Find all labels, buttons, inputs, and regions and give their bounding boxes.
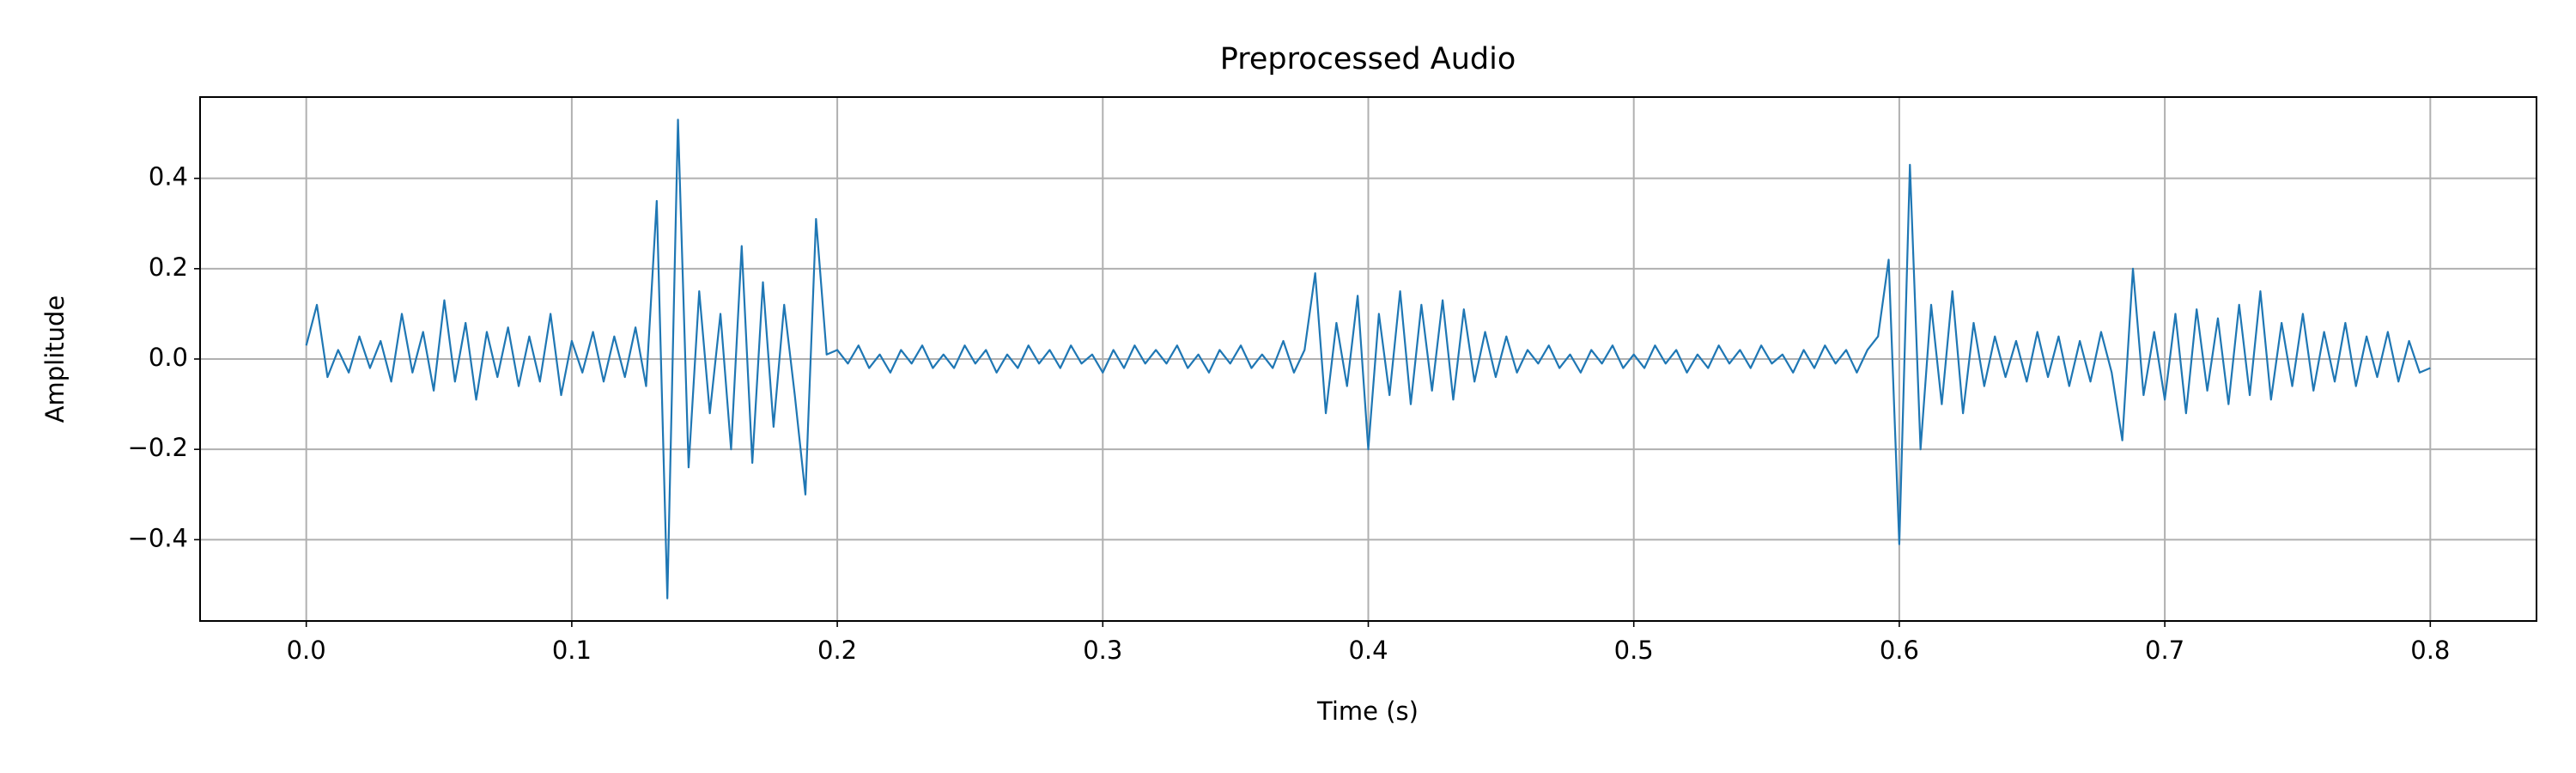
- y-tick-label: −0.2: [128, 433, 188, 462]
- y-tick-label: 0.4: [149, 162, 188, 192]
- chart-title: Preprocessed Audio: [1220, 42, 1516, 76]
- y-tick-label: 0.0: [149, 343, 188, 372]
- x-tick-label: 0.2: [817, 636, 857, 665]
- waveform-line: [305, 119, 2431, 600]
- x-axis-label: Time (s): [1316, 697, 1419, 726]
- x-tick-label: 0.5: [1614, 636, 1654, 665]
- y-tick-label: −0.4: [128, 523, 188, 552]
- y-tick-label: 0.2: [149, 253, 188, 282]
- x-tick-label: 0.8: [2410, 636, 2450, 665]
- x-tick-label: 0.3: [1083, 636, 1122, 665]
- x-tick-label: 0.0: [287, 636, 326, 665]
- x-tick-label: 0.4: [1348, 636, 1388, 665]
- x-tick-label: 0.7: [2145, 636, 2184, 665]
- y-axis-label: Amplitude: [40, 295, 70, 423]
- x-tick-label: 0.6: [1880, 636, 1919, 665]
- plot-frame: [199, 96, 2537, 622]
- x-tick-label: 0.1: [552, 636, 592, 665]
